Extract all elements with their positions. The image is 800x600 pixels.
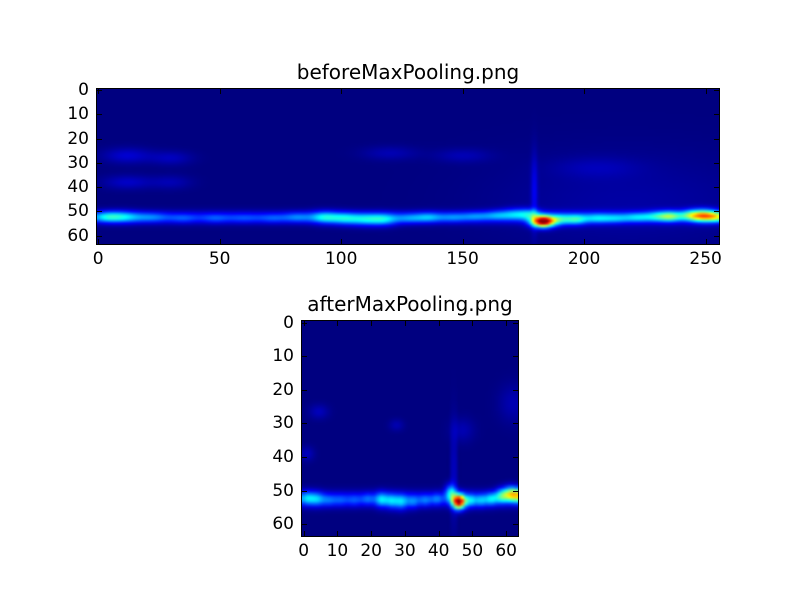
y-tick [302, 490, 307, 492]
x-tick [337, 531, 339, 536]
y-tick-label: 20 [272, 379, 294, 400]
x-tick [303, 531, 305, 536]
x-tick [371, 531, 373, 536]
x-tick-label: 0 [298, 541, 310, 561]
y-tick-label: 50 [67, 201, 89, 222]
x-tick-label: 30 [394, 541, 416, 561]
y-tick [513, 490, 518, 492]
y-tick [513, 356, 518, 358]
y-tick-label: 0 [283, 312, 294, 333]
y-tick [302, 389, 307, 391]
x-tick [438, 531, 440, 536]
x-tick [341, 239, 343, 244]
y-tick [513, 524, 518, 526]
x-tick [404, 531, 406, 536]
x-tick-label: 250 [689, 249, 722, 269]
x-tick-label: 50 [208, 249, 231, 269]
y-tick [97, 90, 102, 92]
x-tick [506, 531, 508, 536]
x-tick-label: 60 [495, 541, 518, 561]
x-tick [462, 239, 464, 244]
y-tick [714, 138, 719, 140]
y-tick [302, 322, 307, 324]
y-tick-label: 40 [272, 447, 294, 468]
y-tick-label: 10 [67, 104, 89, 125]
y-tick-label: 50 [272, 480, 294, 501]
x-tick-label: 150 [446, 249, 479, 269]
y-tick [97, 114, 102, 116]
x-tick [438, 321, 440, 326]
y-tick [714, 235, 719, 237]
y-tick-label: 30 [272, 413, 294, 434]
y-tick [714, 114, 719, 116]
x-tick-label: 100 [324, 249, 358, 269]
y-tick [302, 457, 307, 459]
y-tick-label: 40 [67, 177, 89, 198]
y-tick-label: 30 [67, 152, 89, 173]
y-tick [302, 524, 307, 526]
x-tick-label: 0 [92, 249, 104, 269]
y-tick [714, 90, 719, 92]
x-tick [472, 531, 474, 536]
x-tick-label: 10 [326, 541, 349, 561]
y-tick [97, 138, 102, 140]
y-tick [97, 162, 102, 164]
y-tick-label: 0 [78, 80, 89, 101]
x-tick [705, 239, 707, 244]
x-tick [371, 321, 373, 326]
plot-title-before: beforeMaxPooling.png [296, 60, 520, 84]
x-tick [584, 239, 586, 244]
y-tick [513, 322, 518, 324]
y-tick-label: 60 [67, 225, 89, 246]
x-tick-label: 200 [567, 249, 601, 269]
x-tick [341, 89, 343, 94]
x-tick [506, 321, 508, 326]
y-tick [513, 457, 518, 459]
y-tick-label: 20 [67, 128, 89, 149]
x-tick [98, 89, 100, 94]
x-tick [462, 89, 464, 94]
x-tick [404, 321, 406, 326]
y-tick [97, 187, 102, 189]
x-tick [98, 239, 100, 244]
y-tick [714, 211, 719, 213]
x-tick-label: 40 [427, 541, 450, 561]
y-tick [302, 356, 307, 358]
x-tick [219, 89, 221, 94]
x-tick [219, 239, 221, 244]
y-tick-label: 60 [272, 514, 294, 535]
y-tick [714, 162, 719, 164]
y-tick [97, 235, 102, 237]
y-tick [714, 187, 719, 189]
x-tick [337, 321, 339, 326]
x-tick-label: 20 [360, 541, 383, 561]
plot-title-after: afterMaxPooling.png [307, 292, 513, 316]
x-tick [705, 89, 707, 94]
y-tick [513, 423, 518, 425]
y-tick-label: 10 [272, 346, 294, 367]
x-tick-label: 50 [461, 541, 484, 561]
y-tick [513, 389, 518, 391]
y-tick [302, 423, 307, 425]
heatmap-image-before [96, 88, 720, 245]
x-tick [472, 321, 474, 326]
x-tick [584, 89, 586, 94]
heatmap-image-after [301, 320, 519, 537]
y-tick [97, 211, 102, 213]
